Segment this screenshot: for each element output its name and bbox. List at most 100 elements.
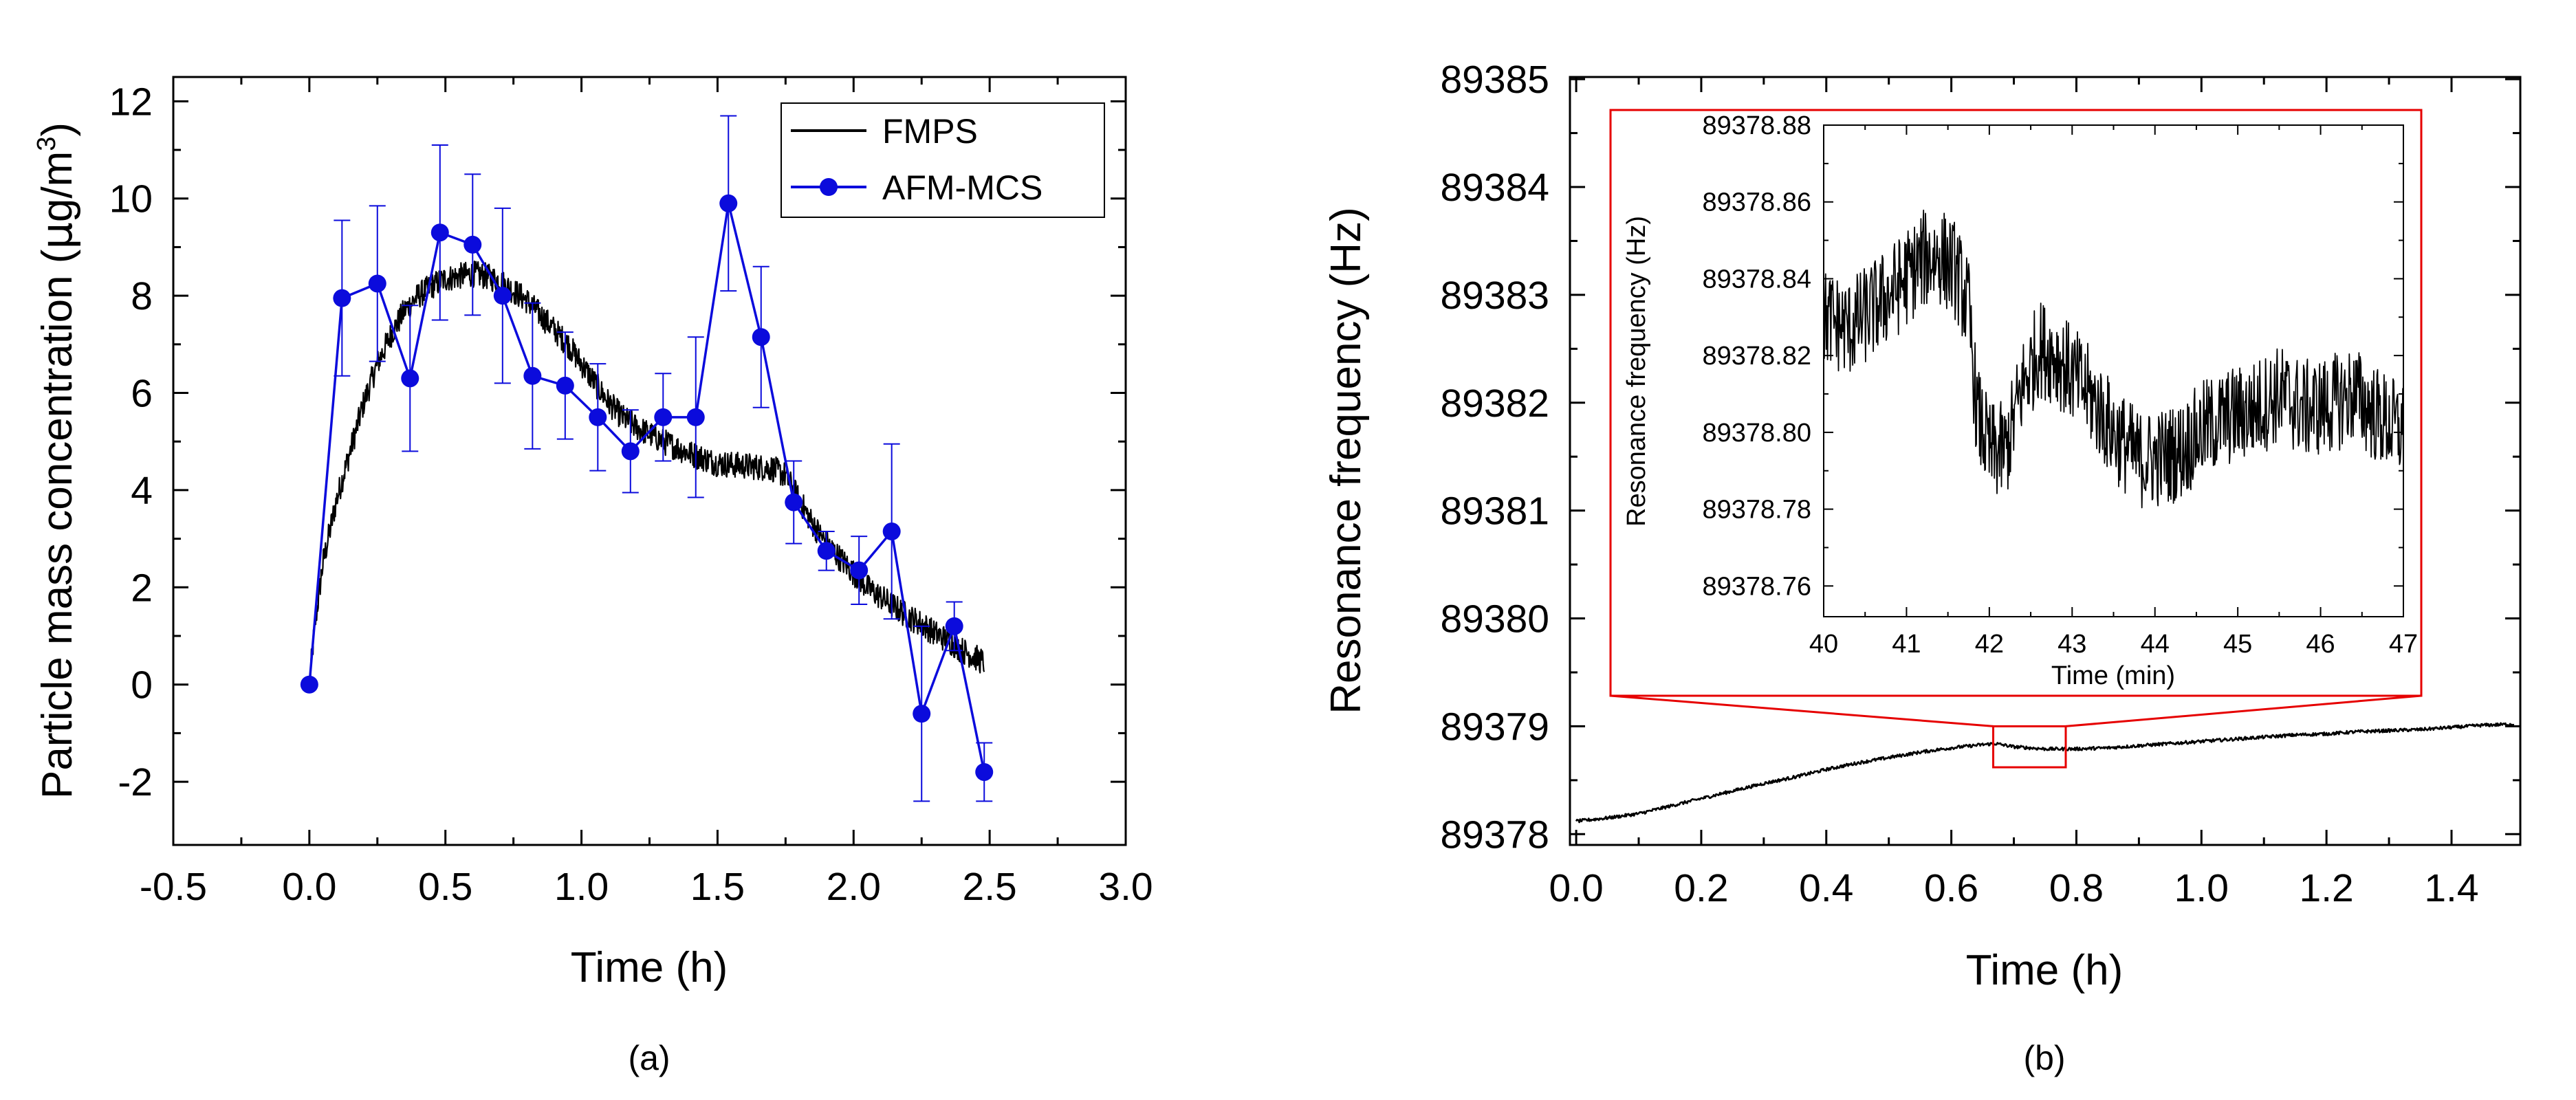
afm-mcs-point bbox=[975, 762, 994, 781]
chart-a-x-tick-label: 0.0 bbox=[282, 865, 336, 909]
chart-b-x-tick-label: 0.8 bbox=[2049, 866, 2104, 910]
afm-mcs-point bbox=[654, 408, 673, 426]
inset-x-tick-label: 41 bbox=[1892, 630, 1921, 659]
afm-mcs-point bbox=[401, 369, 419, 388]
chart-a-y-tick-label: 4 bbox=[131, 469, 153, 513]
afm-mcs-point bbox=[589, 408, 607, 426]
chart-a-y-tick-label: 12 bbox=[109, 80, 153, 124]
chart-b-y-axis-title: Resonance frequency (Hz) bbox=[1322, 207, 1370, 714]
chart-b-y-tick-label: 89379 bbox=[1440, 705, 1549, 749]
inset-x-tick-label: 42 bbox=[1975, 630, 2004, 659]
series-inset-line bbox=[1824, 209, 2403, 509]
chart-a-y-tick-label: 6 bbox=[131, 372, 153, 416]
afm-mcs-point bbox=[817, 542, 836, 560]
series-resonance-line bbox=[1575, 722, 2515, 824]
afm-mcs-point bbox=[556, 376, 574, 395]
chart-a-y-tick-label: 2 bbox=[131, 566, 153, 610]
chart-a-y-title-part3: ) bbox=[34, 122, 81, 137]
afm-mcs-point bbox=[686, 408, 705, 426]
chart-a-legend: FMPS AFM-MCS bbox=[781, 102, 1105, 218]
afm-mcs-point bbox=[430, 223, 449, 242]
chart-a-y-tick-label: 0 bbox=[131, 663, 153, 707]
chart-b-ticks: 0.0 0.2 0.4 0.6 0.8 1.0 1.2 1.4 89378 89379 89380 8… bbox=[1440, 58, 2520, 910]
afm-mcs-point bbox=[882, 522, 901, 541]
inset-y-axis-title: Resonance frequency (Hz) bbox=[1622, 216, 1651, 527]
chart-a-x-tick-label: 1.0 bbox=[554, 865, 609, 909]
afm-mcs-point bbox=[752, 328, 770, 346]
chart-b-y-tick-label: 89380 bbox=[1440, 597, 1549, 641]
chart-b-y-tick-label: 89382 bbox=[1440, 382, 1549, 426]
chart-a-ticks: -0.5 0.0 0.5 1.0 1.5 2.0 2.5 3.0 -2 0 2 4 6 8 10 12 bbox=[109, 77, 1153, 909]
chart-a-y-title-part2: g/m bbox=[34, 151, 81, 222]
inset-y-tick-label: 89378.82 bbox=[1703, 342, 1812, 371]
chart-b-callout-line-right bbox=[2065, 694, 2422, 727]
inset-y-tick-label: 89378.84 bbox=[1703, 265, 1812, 294]
inset-y-tick-label: 89378.80 bbox=[1703, 419, 1812, 448]
series-fmps-line bbox=[308, 261, 985, 685]
legend-box bbox=[781, 102, 1105, 218]
afm-mcs-point bbox=[719, 194, 738, 212]
afm-mcs-point bbox=[300, 675, 318, 694]
chart-b-y-tick-label: 89378 bbox=[1440, 813, 1549, 857]
chart-b-x-tick-label: 0.2 bbox=[1674, 866, 1728, 910]
inset-x-axis-title: Time (min) bbox=[2051, 661, 2175, 690]
chart-b-y-tick-label: 89381 bbox=[1440, 490, 1549, 534]
inset-x-tick-label: 45 bbox=[2223, 630, 2252, 659]
chart-a: -0.5 0.0 0.5 1.0 1.5 2.0 2.5 3.0 -2 0 2 4 6 8 10 12 Tim… bbox=[32, 76, 1153, 1077]
inset-x-tick-label: 47 bbox=[2389, 630, 2418, 659]
afm-mcs-point bbox=[785, 493, 803, 512]
chart-a-y-axis-title: Particle mass concentration (μg/m3) bbox=[32, 122, 82, 799]
chart-b-x-axis-title: Time (h) bbox=[1966, 947, 2123, 994]
afm-mcs-point bbox=[333, 289, 351, 307]
afm-mcs-point bbox=[493, 287, 512, 305]
chart-b-x-tick-label: 1.0 bbox=[2174, 866, 2229, 910]
chart-a-x-tick-label: 0.5 bbox=[418, 865, 472, 909]
chart-b-x-tick-label: 0.6 bbox=[1924, 866, 1978, 910]
chart-b-y-tick-label: 89384 bbox=[1440, 166, 1549, 210]
chart-b-x-tick-label: 0.4 bbox=[1799, 866, 1853, 910]
afm-mcs-point bbox=[945, 617, 963, 635]
chart-a-x-tick-label: 2.5 bbox=[963, 865, 1017, 909]
inset-y-tick-label: 89378.86 bbox=[1703, 188, 1812, 217]
chart-a-y-title-part1: Particle mass concentration ( bbox=[34, 249, 81, 799]
inset-series bbox=[1824, 209, 2403, 509]
inset-x-tick-label: 46 bbox=[2306, 630, 2335, 659]
legend-fmps-label: FMPS bbox=[882, 112, 978, 151]
chart-b: 0.0 0.2 0.4 0.6 0.8 1.0 1.2 1.4 89378 89379 89380 8… bbox=[1322, 58, 2522, 1077]
chart-b-y-tick-label: 89385 bbox=[1440, 58, 1549, 102]
afm-mcs-point bbox=[913, 705, 931, 723]
chart-b-x-tick-label: 0.0 bbox=[1549, 866, 1603, 910]
chart-a-x-tick-label: 3.0 bbox=[1098, 865, 1153, 909]
inset-y-tick-label: 89378.76 bbox=[1703, 572, 1812, 601]
chart-a-y-title-superscript: 3 bbox=[32, 137, 61, 151]
chart-b-series bbox=[1575, 722, 2515, 824]
afm-mcs-point bbox=[368, 274, 386, 293]
chart-a-y-tick-label: 10 bbox=[109, 177, 153, 221]
inset-x-tick-label: 44 bbox=[2141, 630, 2170, 659]
chart-a-y-title-mu: μ bbox=[32, 222, 82, 249]
afm-mcs-point bbox=[621, 442, 640, 461]
chart-b-zoom-region bbox=[1992, 725, 2067, 769]
legend-afm-mcs-marker bbox=[820, 178, 838, 196]
chart-a-y-tick-label: 8 bbox=[131, 274, 153, 318]
chart-b-y-tick-label: 89383 bbox=[1440, 274, 1549, 318]
chart-a-x-tick-label: 2.0 bbox=[827, 865, 881, 909]
afm-mcs-point bbox=[523, 366, 542, 385]
chart-a-x-tick-label: 1.5 bbox=[690, 865, 745, 909]
afm-mcs-point bbox=[463, 235, 482, 254]
inset-x-tick-label: 40 bbox=[1809, 630, 1838, 659]
afm-mcs-point bbox=[850, 561, 869, 580]
chart-b-inset: 40 41 42 43 44 45 46 47 89378.76 89378.78 89378.80… bbox=[1609, 109, 2423, 697]
inset-ticks: 40 41 42 43 44 45 46 47 89378.76 89378.78 89378.80… bbox=[1703, 111, 2419, 659]
chart-b-x-tick-label: 1.2 bbox=[2300, 866, 2354, 910]
inset-y-tick-label: 89378.78 bbox=[1703, 496, 1812, 525]
chart-a-x-axis-title: Time (h) bbox=[571, 944, 728, 991]
chart-a-x-tick-label: -0.5 bbox=[140, 865, 207, 909]
chart-a-series bbox=[300, 115, 994, 802]
inset-y-tick-label: 89378.88 bbox=[1703, 111, 1812, 140]
inset-x-tick-label: 43 bbox=[2057, 630, 2086, 659]
series-afm-mcs-line bbox=[308, 203, 985, 773]
chart-b-x-tick-label: 1.4 bbox=[2424, 866, 2478, 910]
chart-b-callout-line-left bbox=[1610, 694, 1994, 727]
chart-a-y-tick-label: -2 bbox=[118, 760, 153, 804]
